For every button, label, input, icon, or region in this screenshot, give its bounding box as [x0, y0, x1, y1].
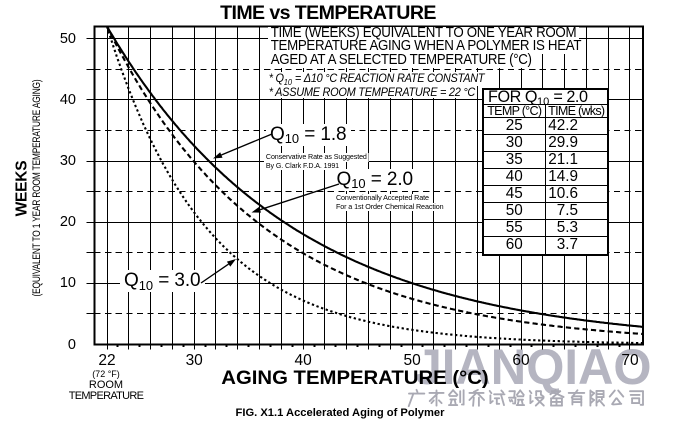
svg-text:JIANQIAO: JIANQIAO [415, 339, 652, 395]
